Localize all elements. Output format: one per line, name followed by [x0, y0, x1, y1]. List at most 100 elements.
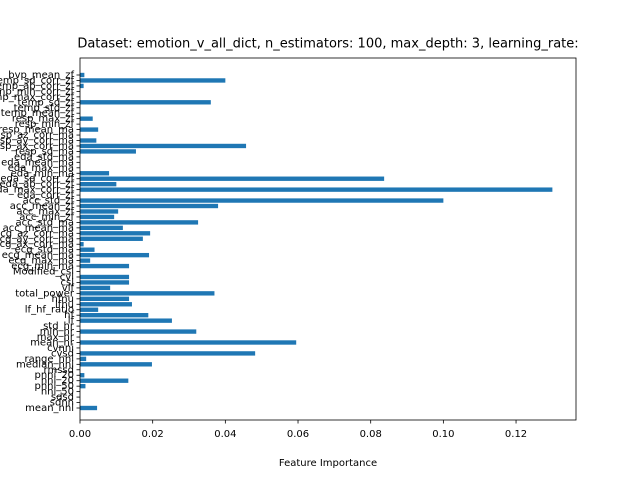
- y-tick-label: eda_std_ma: [14, 152, 74, 163]
- y-tick-label: ecg_az_corr_ma: [0, 228, 74, 239]
- y-tick-label: lfnu: [55, 299, 74, 310]
- y-tick-label: temp_ab_corr_zf: [0, 81, 74, 92]
- y-tick-label: mean_nni: [25, 403, 74, 414]
- bar: [80, 198, 444, 203]
- bar: [80, 351, 256, 356]
- bar: [80, 176, 385, 181]
- bar: [80, 149, 136, 154]
- bar: [80, 291, 215, 296]
- y-tick-label: pnni_20: [34, 370, 74, 381]
- y-tick-label: temp_mean_zf: [1, 108, 75, 119]
- bar: [80, 313, 149, 318]
- bar: [80, 138, 97, 143]
- x-tick-label: 0.04: [214, 429, 236, 440]
- y-tick-label: eda_sd_corr_zf: [0, 174, 74, 185]
- bar: [80, 187, 553, 192]
- y-tick-label: pnni_50: [34, 381, 74, 392]
- y-tick-label: hf: [64, 310, 74, 321]
- y-tick-label: acc_mean_ma: [3, 223, 74, 234]
- bar: [80, 258, 91, 263]
- y-tick-label: bvp_mean_zf: [8, 70, 74, 81]
- bar: [80, 181, 117, 187]
- y-tick-label: sdnn: [50, 398, 74, 409]
- y-tick-label: resp_max_zf: [12, 114, 75, 125]
- bar: [80, 116, 93, 121]
- y-tick-label: resp_min_zf: [15, 119, 75, 130]
- bar: [80, 143, 247, 149]
- y-tick-label: ecg_max_ma: [8, 256, 74, 267]
- y-tick-label: acc_std_ma: [16, 217, 74, 228]
- bar: [80, 72, 85, 78]
- y-tick-label: temp_max_corr_zf: [0, 92, 74, 103]
- bar: [80, 220, 199, 225]
- bar: [80, 405, 98, 411]
- x-tick-label: 0.10: [432, 429, 454, 440]
- y-tick-label: temp_sd_zf: [18, 97, 75, 108]
- chart-title: Dataset: emotion_v_all_dict, n_estimator…: [77, 37, 578, 52]
- y-tick-label: resp_ay_corr_ma: [0, 136, 74, 147]
- y-tick-label: ecg_ay_corr_ma: [0, 234, 74, 245]
- bar: [80, 236, 143, 241]
- y-tick-label: eda_max_corr_zf: [0, 185, 74, 196]
- y-tick-label: acc_std_zf: [23, 196, 75, 207]
- bar: [80, 302, 132, 307]
- y-tick-label: rmssd: [44, 365, 74, 376]
- y-tick-label: csi: [61, 277, 75, 288]
- y-tick-label: eda_mean_ma: [1, 157, 74, 168]
- y-tick-label: ecg_ax_corr_ma: [0, 239, 74, 250]
- y-tick-label: eda_corr_zf: [17, 190, 75, 201]
- bar: [80, 285, 111, 291]
- y-tick-label: total_power: [15, 288, 75, 299]
- bar: [80, 171, 110, 176]
- y-tick-label: ecg_mean_ma: [2, 250, 74, 261]
- y-tick-label: resp_ax_corr_ma: [0, 141, 74, 152]
- y-tick-label: lf_hf_ratio: [25, 305, 74, 316]
- y-tick-label: nni_20: [41, 376, 74, 387]
- bar: [80, 100, 211, 105]
- y-tick-label: range_nni: [24, 354, 74, 365]
- y-tick-label: acc_mean_zf: [10, 201, 75, 212]
- y-tick-label: acc_max_zf: [16, 206, 74, 217]
- y-tick-label: eda_min_ma: [11, 168, 74, 179]
- bar: [80, 373, 85, 378]
- bar: [80, 383, 86, 389]
- y-tick-label: cvi: [60, 272, 74, 283]
- y-tick-label: resp_sd_ma: [15, 146, 74, 157]
- bar: [80, 356, 87, 362]
- y-tick-label: ecg_min_ma: [11, 261, 74, 272]
- bar: [80, 203, 219, 209]
- y-tick-label: acc_min_zf: [19, 212, 74, 223]
- bar: [80, 280, 130, 285]
- bar: [80, 83, 84, 89]
- y-tick-label: max_hr: [37, 332, 75, 343]
- plot-frame: [79, 57, 577, 421]
- y-tick-label: cvsd: [51, 348, 74, 359]
- y-tick-label: std_hr: [43, 321, 75, 332]
- bar: [80, 378, 129, 383]
- bar: [80, 214, 115, 220]
- bar: [80, 247, 95, 252]
- y-tick-label: resp_mean_ma: [0, 125, 74, 136]
- y-tick-label: eda_ab_corr_zf: [0, 179, 74, 190]
- x-tick-label: 0.02: [142, 429, 164, 440]
- bar: [80, 296, 130, 302]
- y-tick-label: resp_az_corr_ma: [0, 130, 74, 141]
- y-tick-label: lf: [68, 316, 75, 327]
- y-tick-label: nni_50: [41, 387, 74, 398]
- x-tick-label: 0.00: [69, 429, 91, 440]
- x-tick-label: 0.12: [505, 429, 527, 440]
- bar: [80, 209, 119, 214]
- bar: [80, 242, 84, 247]
- bar: [80, 362, 152, 367]
- y-tick-label: sdsd: [51, 392, 74, 403]
- y-tick-label: Modified_csi: [13, 267, 74, 278]
- x-tick-label: 0.06: [287, 429, 309, 440]
- y-tick-label: eda_max_ma: [8, 163, 74, 174]
- x-tick-label: 0.08: [360, 429, 382, 440]
- y-tick-label: min_hr: [40, 327, 75, 338]
- bar: [80, 307, 99, 312]
- bar: [80, 252, 150, 258]
- bar: [80, 225, 123, 231]
- bar: [80, 263, 130, 269]
